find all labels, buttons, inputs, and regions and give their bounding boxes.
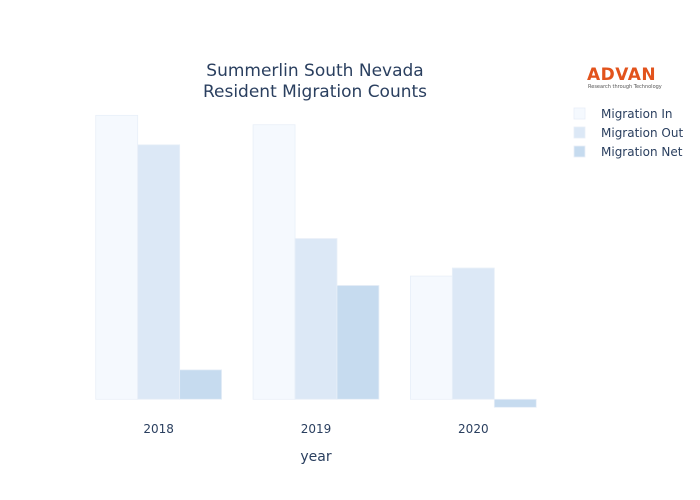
- legend-swatch-migration-in: [573, 107, 586, 120]
- legend-label-migration-net[interactable]: Migration Net: [601, 145, 683, 159]
- bar-migration-in-2018: [95, 114, 139, 400]
- bar-migration-in-2020: [409, 275, 453, 400]
- bar-migration-net-2018: [179, 369, 222, 400]
- bars-group: [95, 114, 537, 408]
- legend: Migration In Migration Out Migration Net: [573, 107, 683, 159]
- chart-title-line-1: Summerlin South Nevada: [206, 61, 423, 81]
- bar-migration-out-2020: [451, 267, 495, 400]
- legend-swatch-migration-out: [573, 126, 586, 139]
- x-axis-title: year: [300, 449, 331, 465]
- bar-migration-net-2019: [336, 285, 380, 400]
- x-tick-label: 2020: [458, 422, 489, 436]
- legend-label-migration-out[interactable]: Migration Out: [601, 126, 683, 140]
- chart-title-line-2: Resident Migration Counts: [203, 82, 427, 102]
- x-tick-label: 2019: [301, 422, 332, 436]
- advan-logo: ADVAN Research through Technology: [587, 66, 683, 90]
- bar-migration-out-2019: [294, 238, 338, 400]
- bar-migration-in-2019: [252, 124, 296, 400]
- bar-migration-out-2018: [137, 144, 181, 400]
- legend-swatch-migration-net: [573, 145, 586, 158]
- logo-tagline: Research through Technology: [588, 84, 662, 90]
- x-tick-label: 2018: [143, 422, 174, 436]
- x-tick-labels: 2018 2019 2020: [143, 422, 488, 436]
- legend-label-migration-in[interactable]: Migration In: [601, 107, 673, 121]
- logo-name: ADVAN: [587, 65, 657, 85]
- bar-migration-net-2020: [493, 398, 537, 408]
